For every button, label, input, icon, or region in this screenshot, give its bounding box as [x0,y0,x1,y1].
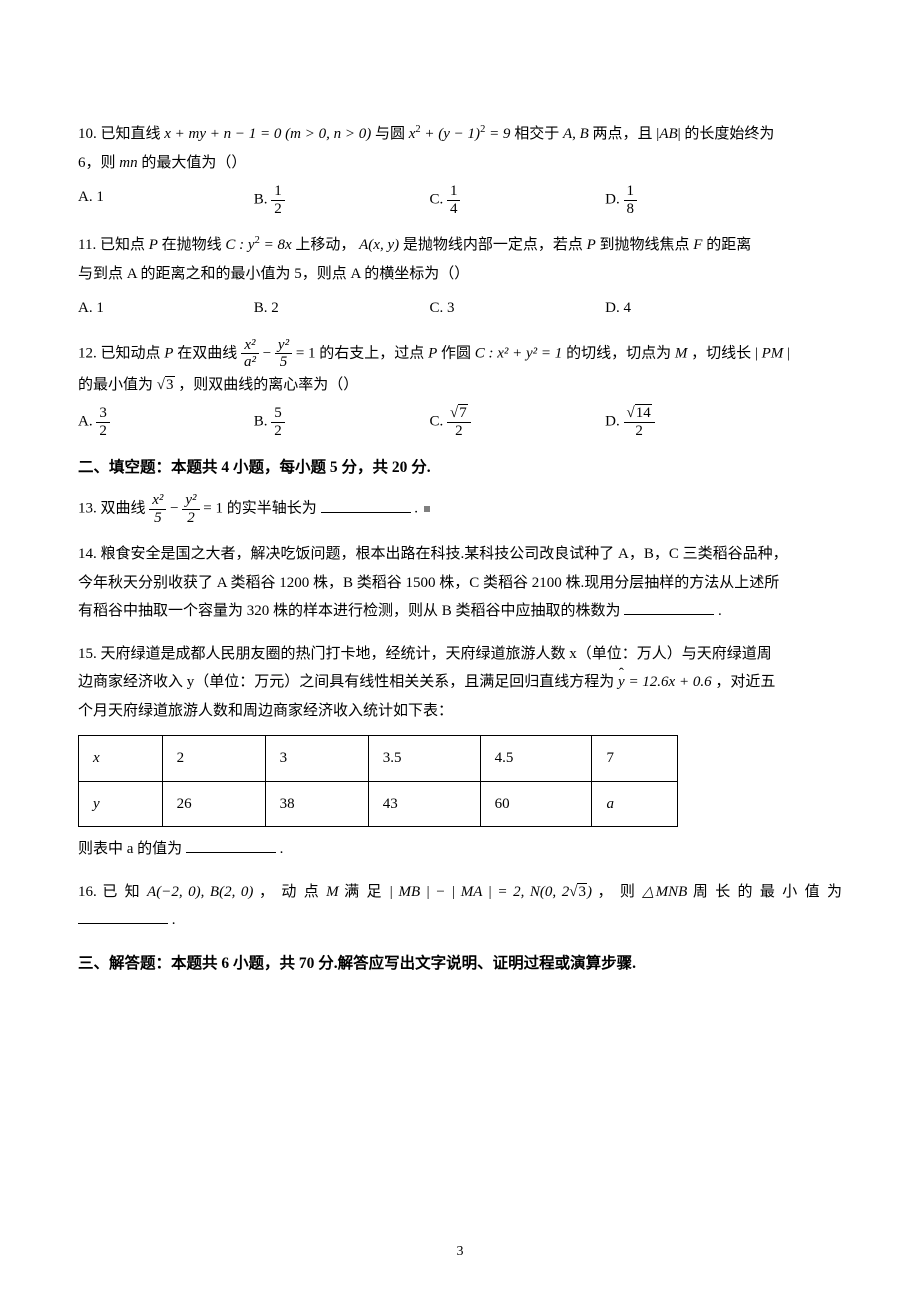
q14-line1: 14. 粮食安全是国之大者，解决吃饭问题，根本出路在科技.某科技公司改良试种了 … [78,540,842,569]
q10-mn: mn [119,155,137,171]
page-number: 3 [457,1239,464,1266]
q10-stem: 10. 已知直线 x + my + n − 1 = 0 (m > 0, n > … [78,120,842,149]
q16-line2: . [78,906,842,935]
q14-blank [624,599,714,615]
question-10: 10. 已知直线 x + my + n − 1 = 0 (m > 0, n > … [78,120,842,217]
q11-opt-a: A. 1 [78,294,254,323]
q12-line2: 的最小值为 √3 ，则双曲线的离心率为（） [78,371,842,400]
q10-eq2: x2 + (y − 1)2 = 9 [409,126,511,142]
q13-blank [321,497,411,513]
q11-number: 11. [78,237,96,253]
q10-line2: 6，则 mn 的最大值为（） [78,149,842,178]
q15-blank [186,837,276,853]
q12-opt-d: D. √142 [605,405,781,439]
question-14: 14. 粮食安全是国之大者，解决吃饭问题，根本出路在科技.某科技公司改良试种了 … [78,540,842,626]
page: 10. 已知直线 x + my + n − 1 = 0 (m > 0, n > … [0,0,920,1302]
q10-text-d: 两点，且 [593,126,657,142]
q15-table: x 2 3 3.5 4.5 7 y 26 38 43 60 a [78,735,678,827]
q10-eq3: A, B [563,126,589,142]
watermark-dot-icon [424,506,430,512]
q16-number: 16. [78,884,97,900]
q10-opt-b: B. 12 [254,183,430,217]
q12-opt-a: A. 32 [78,405,254,439]
q14-line3: 有稻谷中抽取一个容量为 320 株的样本进行检测，则从 B 类稻谷中应抽取的株数… [78,597,842,626]
q12-opt-c: C. √72 [429,405,605,439]
q10-opt-d: D. 18 [605,183,781,217]
question-16: 16. 已 知 A(−2, 0), B(2, 0) ， 动 点 M 满 足 | … [78,878,842,935]
q15-line1: 15. 天府绿道是成都人民朋友圈的热门打卡地，经统计，天府绿道旅游人数 x（单位… [78,640,842,669]
q11-opt-d: D. 4 [605,294,781,323]
section-3-heading: 三、解答题：本题共 6 小题，共 70 分.解答应写出文字说明、证明过程或演算步… [78,949,842,978]
q10-l2c: 的最大值为（） [141,155,246,171]
table-row: x 2 3 3.5 4.5 7 [79,736,678,782]
q13-stem: 13. 双曲线 x²5 − y²2 = 1 的实半轴长为 . [78,492,842,526]
q10-eq1: x + my + n − 1 = 0 (m > 0, n > 0) [164,126,371,142]
q16-blank [78,908,168,924]
q12-stem: 12. 已知动点 P 在双曲线 x²a² − y²5 = 1 的右支上，过点 P… [78,337,842,371]
q16-stem: 16. 已 知 A(−2, 0), B(2, 0) ， 动 点 M 满 足 | … [78,878,842,907]
question-12: 12. 已知动点 P 在双曲线 x²a² − y²5 = 1 的右支上，过点 P… [78,337,842,440]
q10-options: A. 1 B. 12 C. 14 D. 18 [78,183,781,217]
question-11: 11. 已知点 P 在抛物线 C : y2 = 8x 上移动， A(x, y) … [78,231,842,323]
q10-text-c: 相交于 [514,126,563,142]
q10-opt-a: A. 1 [78,183,254,217]
question-15: 15. 天府绿道是成都人民朋友圈的热门打卡地，经统计，天府绿道旅游人数 x（单位… [78,640,842,864]
q15-after: 则表中 a 的值为 . [78,835,842,864]
q12-opt-b: B. 52 [254,405,430,439]
question-13: 13. 双曲线 x²5 − y²2 = 1 的实半轴长为 . [78,492,842,526]
q11-stem: 11. 已知点 P 在抛物线 C : y2 = 8x 上移动， A(x, y) … [78,231,842,260]
q11-opt-c: C. 3 [429,294,605,323]
q14-line2: 今年秋天分别收获了 A 类稻谷 1200 株，B 类稻谷 1500 株，C 类稻… [78,569,842,598]
q12-number: 12. [78,345,97,361]
section-2-heading: 二、填空题：本题共 4 小题，每小题 5 分，共 20 分. [78,453,842,482]
q10-abs: |AB| [656,126,680,142]
q10-text-e: 的长度始终为 [684,126,774,142]
q13-number: 13. [78,501,97,517]
q10-number: 10. [78,126,97,142]
q10-text-b: 与圆 [375,126,409,142]
q10-text-a: 已知直线 [101,126,165,142]
q15-line2: 边商家经济收入 y（单位：万元）之间具有线性相关关系，且满足回归直线方程为 y … [78,668,842,697]
q12-options: A. 32 B. 52 C. √72 D. √142 [78,405,781,439]
q11-line2: 与到点 A 的距离之和的最小值为 5，则点 A 的横坐标为（） [78,260,842,289]
q10-l2a: 6，则 [78,155,119,171]
table-row: y 26 38 43 60 a [79,781,678,827]
q15-line3: 个月天府绿道旅游人数和周边商家经济收入统计如下表： [78,697,842,726]
q14-number: 14. [78,546,97,562]
q15-number: 15. [78,646,97,662]
q10-opt-c: C. 14 [429,183,605,217]
q11-opt-b: B. 2 [254,294,430,323]
q11-options: A. 1 B. 2 C. 3 D. 4 [78,294,781,323]
